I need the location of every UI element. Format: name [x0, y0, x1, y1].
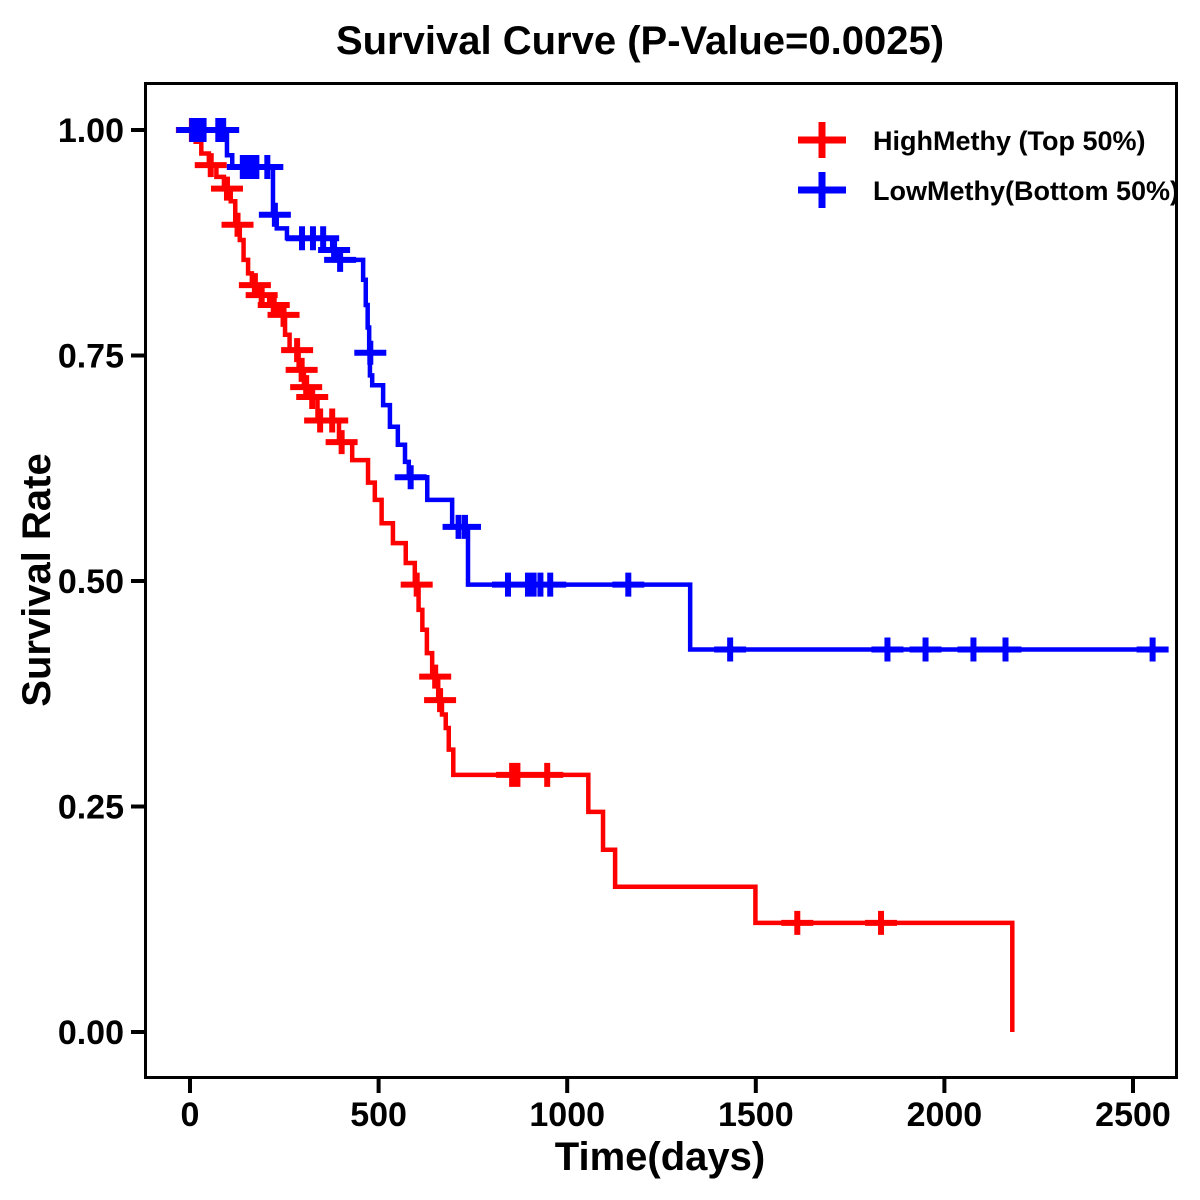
survival-step-curve-highmethy: [190, 127, 1015, 1032]
plot-frame: [144, 82, 1178, 1079]
legend-highmethy-label: HighMethy (Top 50%): [873, 126, 1146, 156]
x-axis-label: Time(days): [555, 1135, 765, 1179]
legend-lowmethy-plus-icon: [798, 172, 846, 208]
x-tick-label: 1000: [529, 1096, 605, 1134]
x-tick-label: 2500: [1095, 1096, 1171, 1134]
chart-title: Survival Curve (P-Value=0.0025): [336, 19, 944, 63]
survival-step-curve-lowmethy: [190, 127, 1164, 652]
x-tick-label: 2000: [907, 1096, 983, 1134]
y-tick-label: 0.25: [58, 789, 124, 827]
legend-highmethy-plus-icon: [798, 122, 846, 158]
x-tick-label: 1500: [718, 1096, 794, 1134]
x-tick-label: 0: [181, 1096, 200, 1134]
censor-plus-marks-highmethy: [175, 118, 898, 935]
chart-legend: HighMethy (Top 50%) LowMethy(Bottom 50%): [798, 122, 1179, 208]
y-tick-label: 1.00: [58, 112, 124, 150]
y-tick-label: 0.00: [58, 1014, 124, 1052]
y-tick-label: 0.50: [58, 563, 124, 601]
y-axis-label: Survival Rate: [15, 453, 59, 706]
plot-frame-layer: [144, 82, 1178, 1079]
censor-plus-marks-lowmethy: [176, 118, 1169, 662]
axis-tick-layer: 0.00 0.25 0.50 0.75 1.00 0 500 1000 1500 2000 2500: [58, 112, 1171, 1134]
x-tick-label: 500: [350, 1096, 407, 1134]
survival-curves-layer: [175, 118, 1169, 1032]
legend-lowmethy-label: LowMethy(Bottom 50%): [873, 176, 1179, 206]
y-tick-label: 0.75: [58, 338, 124, 376]
